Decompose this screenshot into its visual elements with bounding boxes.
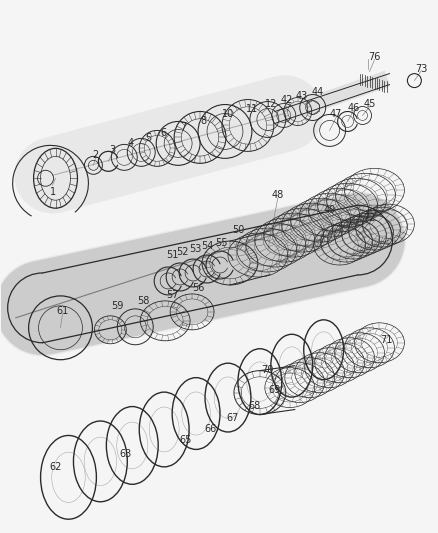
Text: 7: 7 [180,123,186,132]
Text: 6: 6 [160,128,166,139]
Text: 46: 46 [346,102,359,112]
Text: 2: 2 [92,150,98,160]
Text: 3: 3 [109,146,115,155]
Text: 11: 11 [245,104,258,115]
Text: 61: 61 [56,306,68,316]
Text: 42: 42 [280,94,292,104]
Text: 76: 76 [367,52,380,62]
Text: 66: 66 [203,424,215,434]
Text: 44: 44 [311,86,323,96]
Text: 8: 8 [200,116,206,126]
Text: 63: 63 [119,449,131,459]
Text: 59: 59 [111,301,123,311]
Text: 49: 49 [323,205,335,215]
Text: 10: 10 [221,109,233,119]
Text: 52: 52 [176,247,188,257]
Text: 54: 54 [201,241,213,251]
Text: 48: 48 [271,190,283,200]
Text: 45: 45 [363,99,375,109]
Text: 12: 12 [264,99,276,109]
Text: 58: 58 [137,296,149,306]
Text: 57: 57 [166,290,178,300]
Text: 67: 67 [226,413,239,423]
Text: 71: 71 [379,335,392,345]
Text: 68: 68 [248,401,261,410]
Text: 72: 72 [363,213,375,223]
Text: 62: 62 [49,462,62,472]
Text: 65: 65 [179,435,191,446]
Text: 1: 1 [49,187,56,197]
Text: 69: 69 [268,385,280,394]
Text: 43: 43 [295,91,307,101]
Text: 4: 4 [127,139,133,148]
Text: 5: 5 [145,133,151,143]
Text: 53: 53 [188,244,201,254]
Text: 51: 51 [166,250,178,260]
Text: 47: 47 [328,109,341,119]
Text: 56: 56 [191,283,204,293]
Text: 70: 70 [261,365,273,375]
Text: 73: 73 [414,63,427,74]
Text: 50: 50 [231,225,244,235]
Text: 55: 55 [214,238,227,248]
